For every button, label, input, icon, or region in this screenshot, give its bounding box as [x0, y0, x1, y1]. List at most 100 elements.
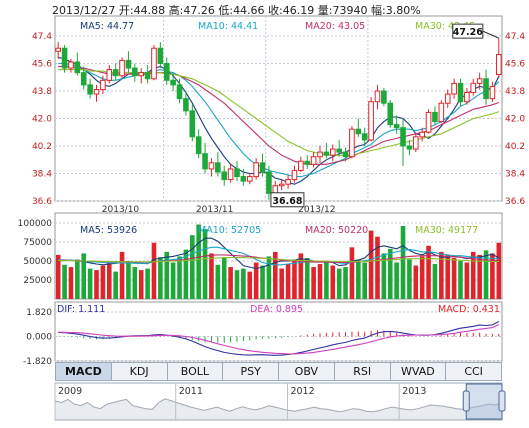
volume-bar: [221, 257, 227, 299]
candle-body: [425, 111, 432, 133]
candle-body: [489, 85, 496, 100]
low-annotation-label: 36.68: [272, 196, 302, 207]
volume-bar: [451, 257, 457, 299]
candle-body: [106, 69, 113, 81]
volume-legend-ma10: MA10: 52705: [198, 225, 261, 236]
tab-macd[interactable]: MACD: [56, 363, 112, 380]
volume-bar: [68, 267, 74, 299]
candle-body: [61, 47, 68, 69]
candle-body: [119, 59, 125, 77]
quote-date: 2013/12/27: [52, 4, 116, 17]
volume-label: 量:: [317, 4, 333, 17]
navigator-year-label: 2011: [179, 386, 203, 397]
volume-bar: [279, 268, 284, 299]
volume-bar: [215, 264, 221, 299]
candle-body: [483, 78, 489, 100]
candle-body: [138, 72, 145, 77]
tab-obv[interactable]: OBV: [279, 363, 335, 380]
candle-body: [406, 145, 413, 150]
volume-bar: [158, 257, 163, 299]
tab-kdj[interactable]: KDJ: [112, 363, 168, 380]
high-annotation-label: 47.26: [453, 27, 483, 38]
navigator-year-label: 2009: [58, 386, 82, 397]
month-label: 2013/11: [196, 205, 233, 215]
volume-bar: [470, 251, 476, 299]
volume-bar: [432, 264, 438, 299]
price-tick-left: 43.8: [32, 87, 52, 97]
volume-bar: [170, 262, 176, 299]
candle-body: [202, 153, 208, 170]
volume-bar: [253, 262, 259, 299]
tab-wvad[interactable]: WVAD: [391, 363, 447, 380]
navigator-panel[interactable]: 2009 2011 2012 2013: [54, 382, 506, 421]
volume-tick: 75000: [23, 238, 52, 248]
tab-cci[interactable]: CCI: [464, 365, 483, 378]
volume-bar: [413, 265, 419, 299]
candle-body: [291, 169, 298, 181]
candle-body: [457, 82, 464, 103]
volume-bar: [330, 265, 336, 299]
volume-ma10-line: [58, 246, 499, 266]
volume-bar: [407, 259, 412, 299]
candle-body: [234, 168, 240, 178]
candle-body: [432, 111, 438, 123]
candle-body: [259, 162, 266, 173]
volume-tick: 25000: [23, 276, 52, 286]
volume-bar: [234, 270, 240, 299]
volume-tick: 100000: [18, 219, 53, 229]
candle-body: [438, 102, 445, 123]
candle-body: [323, 151, 330, 156]
navigator-window[interactable]: [465, 383, 503, 420]
candle-body: [412, 136, 419, 150]
volume-bar: [496, 242, 502, 299]
candle-body: [151, 47, 157, 80]
price-legend-ma5: MA5: 44.77: [80, 21, 134, 32]
volume-bar: [266, 256, 272, 299]
price-tick-left: 40.2: [32, 142, 52, 152]
navigator-left-handle[interactable]: [462, 390, 470, 412]
volume-bar: [132, 267, 138, 299]
volume-bar: [368, 230, 374, 299]
volume-bar: [362, 262, 368, 299]
volume-tick: 50000: [23, 257, 52, 267]
navigator-right-handle[interactable]: [498, 390, 506, 412]
candle-body: [68, 61, 74, 69]
tab-psy[interactable]: PSY: [223, 363, 279, 380]
macd-legend-dif: DIF: 1.111: [57, 304, 105, 315]
candle-body: [400, 127, 406, 147]
candle-body: [298, 160, 304, 171]
volume-bar: [439, 251, 444, 299]
candle-body: [176, 84, 183, 100]
volume-bar: [426, 245, 431, 299]
indicator-tabs: MACD KDJ BOLL PSY OBV RSI WVAD CCI: [55, 362, 502, 381]
high-value: 47.26: [183, 4, 215, 17]
volume-legend-ma30: MA30: 49177: [415, 225, 478, 236]
close-value: 46.19: [282, 4, 315, 17]
candle-body: [266, 171, 272, 194]
volume-bar: [311, 267, 316, 299]
price-tick-right: 40.2: [505, 142, 525, 152]
candle-body: [278, 183, 285, 187]
navigator-year-label: 2013: [402, 386, 426, 397]
volume-bar: [126, 261, 131, 299]
volume-bar: [356, 259, 361, 299]
volume-bar: [113, 271, 118, 299]
candle-body: [336, 148, 342, 153]
candle-body: [393, 124, 400, 129]
price-tick-right: 42.0: [505, 115, 525, 125]
tab-boll[interactable]: BOLL: [168, 363, 224, 380]
tab-rsi[interactable]: RSI: [335, 363, 391, 380]
macd-legend-macd: MACD: 0.431: [438, 304, 500, 315]
volume-bar: [387, 248, 393, 299]
navigator-area: [54, 398, 503, 421]
volume-legend-ma5: MA5: 53926: [80, 225, 137, 236]
price-tick-left: 42.0: [32, 115, 52, 125]
volume-bar: [317, 264, 323, 299]
candle-body: [470, 82, 477, 94]
month-label: 2013/10: [102, 205, 140, 215]
volume-bar: [381, 253, 387, 299]
volume-bar: [247, 271, 253, 299]
candle-body: [464, 92, 470, 103]
price-panel: 47.4 47.4 45.6 45.6 43.8 43.8 42.0 42.0 40.2 40.2…: [32, 15, 525, 215]
